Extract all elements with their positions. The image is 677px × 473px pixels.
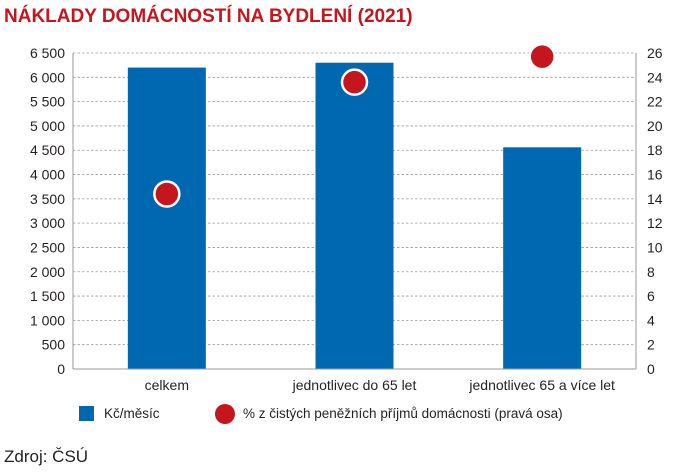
left-tick-label: 4 000 [30,167,65,183]
bars [127,62,582,369]
data-point [528,42,556,71]
right-tick-label: 14 [647,191,663,207]
data-points [153,42,556,208]
axes [72,53,637,370]
bar [127,67,206,369]
legend-bar-swatch [79,406,94,421]
right-tick-label: 2 [647,337,655,353]
legend: Kč/měsíc % z čistých peněžních příjmů do… [79,404,563,424]
right-tick-label: 0 [647,361,655,377]
left-tick-label: 500 [42,337,66,353]
left-tick-label: 3 000 [30,215,65,231]
chart-title: NÁKLADY DOMÁCNOSTÍ NA BYDLENÍ (2021) [4,6,413,27]
left-axis-ticks: 0 500 1 000 1 500 2 000 2 500 3 000 3 500 4 000 4… [30,45,65,377]
legend-bar-label: Kč/měsíc [104,406,160,421]
left-tick-label: 4 500 [30,142,65,158]
left-tick-label: 2 500 [30,239,65,255]
left-tick-label: 1 000 [30,312,65,328]
category-labels: celkem jednotlivec do 65 let jednotlivec 6… [145,377,615,393]
left-tick-label: 6 500 [30,45,65,61]
right-tick-label: 6 [647,288,655,304]
right-tick-label: 16 [647,167,663,183]
left-tick-label: 0 [57,361,65,377]
category-label: jednotlivec do 65 let [292,377,417,393]
left-tick-label: 3 500 [30,191,65,207]
right-tick-label: 26 [647,45,663,61]
left-tick-label: 5 000 [30,118,65,134]
right-tick-label: 24 [647,69,663,85]
left-tick-label: 1 500 [30,288,65,304]
category-label: celkem [145,377,189,393]
right-tick-label: 20 [647,118,663,134]
left-tick-label: 5 500 [30,94,65,110]
left-tick-label: 6 000 [30,69,65,85]
category-label: jednotlivec 65 a více let [468,377,615,393]
right-tick-label: 22 [647,94,663,110]
left-tick-label: 2 000 [30,264,65,280]
right-tick-label: 8 [647,264,655,280]
legend-dot-label: % z čistých peněžních příjmů domácnosti … [243,406,563,421]
right-tick-label: 4 [647,312,655,328]
right-tick-label: 12 [647,215,663,231]
bar [315,62,394,369]
bar [503,147,582,369]
right-tick-label: 10 [647,239,663,255]
data-point [153,180,181,208]
data-point [340,68,369,96]
legend-dot-swatch [215,404,235,424]
source-note: Zdroj: ČSÚ [4,447,89,466]
right-tick-label: 18 [647,142,663,158]
